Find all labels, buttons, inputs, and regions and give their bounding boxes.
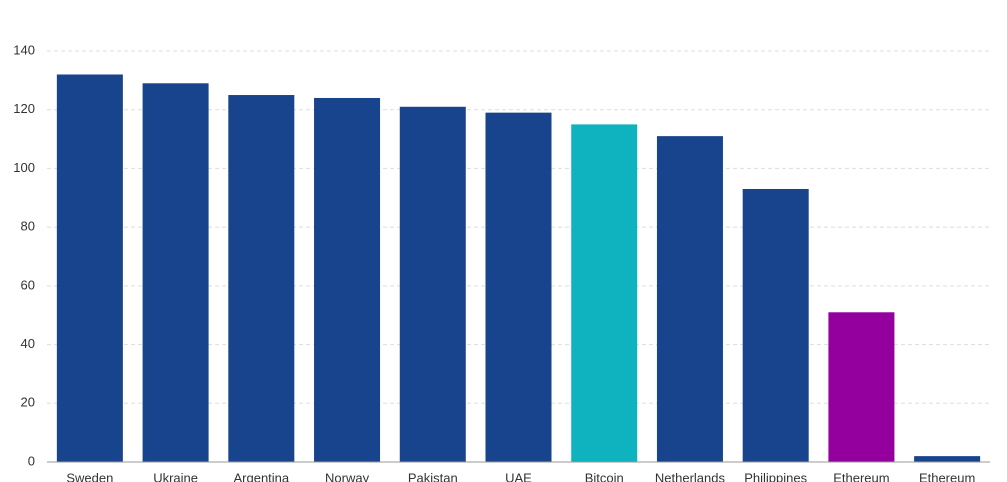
- bar: [742, 188, 809, 462]
- bar: [142, 83, 209, 463]
- bar: [56, 74, 123, 462]
- y-tick-label: 80: [21, 219, 35, 234]
- y-tick-label: 20: [21, 395, 35, 410]
- y-tick-label: 60: [21, 277, 35, 292]
- x-tick-label: Argentina: [233, 470, 289, 482]
- bar: [656, 136, 723, 462]
- bar: [485, 112, 552, 463]
- x-tick-label: Bitcoin: [585, 470, 624, 482]
- bar: [914, 456, 981, 462]
- y-tick-label: 140: [13, 42, 35, 57]
- x-tick-label: Sweden: [66, 470, 113, 482]
- x-tick-label: Ukraine: [153, 470, 198, 482]
- bar: [828, 312, 895, 462]
- x-tick-label: Pakistan: [408, 470, 458, 482]
- y-tick-label: 0: [28, 453, 35, 468]
- bar: [571, 124, 638, 463]
- y-tick-label: 40: [21, 336, 35, 351]
- y-tick-label: 100: [13, 160, 35, 175]
- y-tick-label: 120: [13, 101, 35, 116]
- bar: [399, 106, 466, 463]
- bar: [228, 95, 295, 463]
- bar: [314, 97, 381, 462]
- x-tick-label: Philippines: [744, 470, 807, 482]
- x-tick-label: Norway: [325, 470, 370, 482]
- x-tick-label: Netherlands: [655, 470, 726, 482]
- x-tick-label: Ethereum: [833, 470, 889, 482]
- x-tick-label: Ethereum: [919, 470, 975, 482]
- x-tick-label: UAE: [505, 470, 532, 482]
